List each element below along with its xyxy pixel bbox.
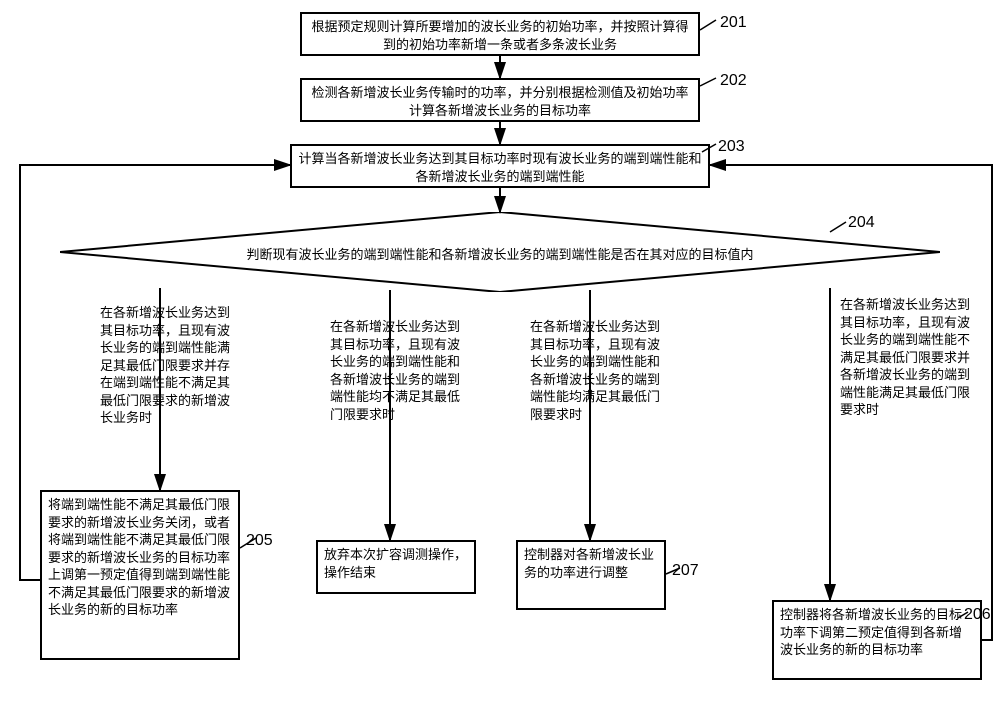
label-204: 204 <box>848 214 875 232</box>
label-201: 201 <box>720 14 747 32</box>
action-206: 控制器将各新增波长业务的目标功率下调第二预定值得到各新增波长业务的新的目标功率 <box>772 600 982 680</box>
condition-1: 在各新增波长业务达到其目标功率，且现有波长业务的端到端性能满足其最低门限要求并存… <box>100 304 240 427</box>
process-203: 计算当各新增波长业务达到其目标功率时现有波长业务的端到端性能和各新增波长业务的端… <box>290 144 710 188</box>
process-201: 根据预定规则计算所要增加的波长业务的初始功率，并按照计算得到的初始功率新增一条或… <box>300 12 700 56</box>
decision-204-text: 判断现有波长业务的端到端性能和各新增波长业务的端到端性能是否在其对应的目标值内 <box>140 244 860 263</box>
label-206: 206 <box>964 606 991 624</box>
action-abandon: 放弃本次扩容调测操作，操作结束 <box>316 540 476 594</box>
label-203: 203 <box>718 138 745 156</box>
condition-3: 在各新增波长业务达到其目标功率，且现有波长业务的端到端性能和各新增波长业务的端到… <box>530 318 660 423</box>
label-202: 202 <box>720 72 747 90</box>
condition-4: 在各新增波长业务达到其目标功率，且现有波长业务的端到端性能不满足其最低门限要求并… <box>840 296 975 419</box>
action-205: 将端到端性能不满足其最低门限要求的新增波长业务关闭，或者将端到端性能不满足其最低… <box>40 490 240 660</box>
process-202: 检测各新增波长业务传输时的功率，并分别根据检测值及初始功率计算各新增波长业务的目… <box>300 78 700 122</box>
condition-2: 在各新增波长业务达到其目标功率，且现有波长业务的端到端性能和各新增波长业务的端到… <box>330 318 460 423</box>
label-205: 205 <box>246 532 273 550</box>
action-207: 控制器对各新增波长业务的功率进行调整 <box>516 540 666 610</box>
label-207: 207 <box>672 562 699 580</box>
